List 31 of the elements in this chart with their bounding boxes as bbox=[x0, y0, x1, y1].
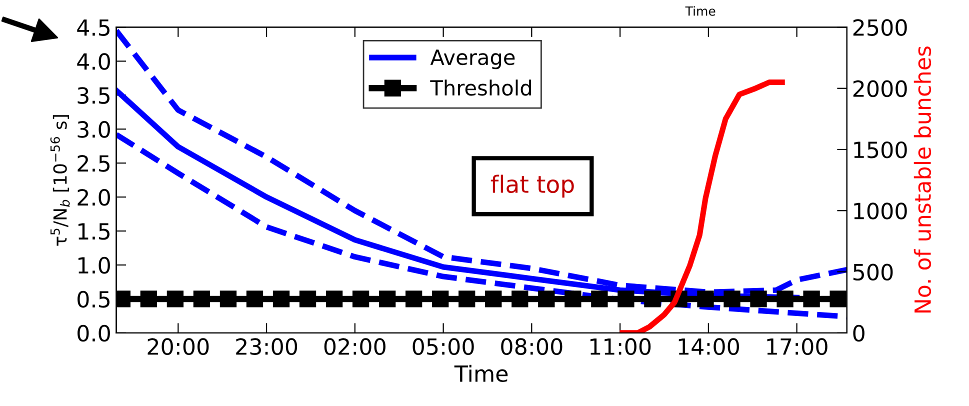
x-tick-label: 08:00 bbox=[501, 338, 562, 355]
y-tick-label: 2.0 bbox=[78, 188, 110, 206]
x-tick-label: 17:00 bbox=[767, 338, 828, 355]
x-tick-label: 11:00 bbox=[590, 338, 651, 355]
y2-tick-label: 0 bbox=[853, 324, 864, 342]
y2-tick-label: 2000 bbox=[853, 80, 907, 98]
x-tick-label: 02:00 bbox=[324, 338, 386, 355]
y2-tick-label: 500 bbox=[853, 264, 893, 281]
x-tick-label: 20:00 bbox=[148, 338, 209, 355]
y-tick-label: 0.5 bbox=[78, 290, 110, 308]
annotation: flat top bbox=[490, 174, 574, 198]
y-tick-label: 1.5 bbox=[78, 223, 110, 240]
y-tick-label: 3.5 bbox=[78, 87, 110, 104]
y-tick-label: 3.0 bbox=[78, 121, 110, 138]
x-axis-title: Time bbox=[685, 6, 716, 16]
y-tick-label: 1.0 bbox=[78, 256, 110, 274]
text: Time bbox=[454, 364, 508, 382]
y2-tick-label: 1000 bbox=[854, 202, 907, 220]
legend-label: Average bbox=[430, 50, 515, 70]
x-tick-label: 05:00 bbox=[412, 338, 474, 355]
y-tick-label: 4.0 bbox=[77, 53, 110, 70]
y2-axis-title: No. of unstable bunches bbox=[914, 46, 932, 313]
y-tick-label: 2.5 bbox=[78, 155, 110, 172]
y2-tick-label: 2500 bbox=[853, 19, 907, 36]
x-tick-label: 23:00 bbox=[236, 338, 298, 355]
x-tick-label: 14:00 bbox=[678, 338, 739, 355]
y2-tick-label: 1500 bbox=[854, 141, 907, 158]
y-tick-label: 0.0 bbox=[78, 324, 110, 342]
legend-label: Threshold bbox=[430, 80, 531, 96]
y-axis-title: τ$^{5}$/N$_{b}$ [10$^{−56}$ s] bbox=[50, 115, 70, 246]
y-tick-label: 4.5 bbox=[77, 19, 110, 36]
